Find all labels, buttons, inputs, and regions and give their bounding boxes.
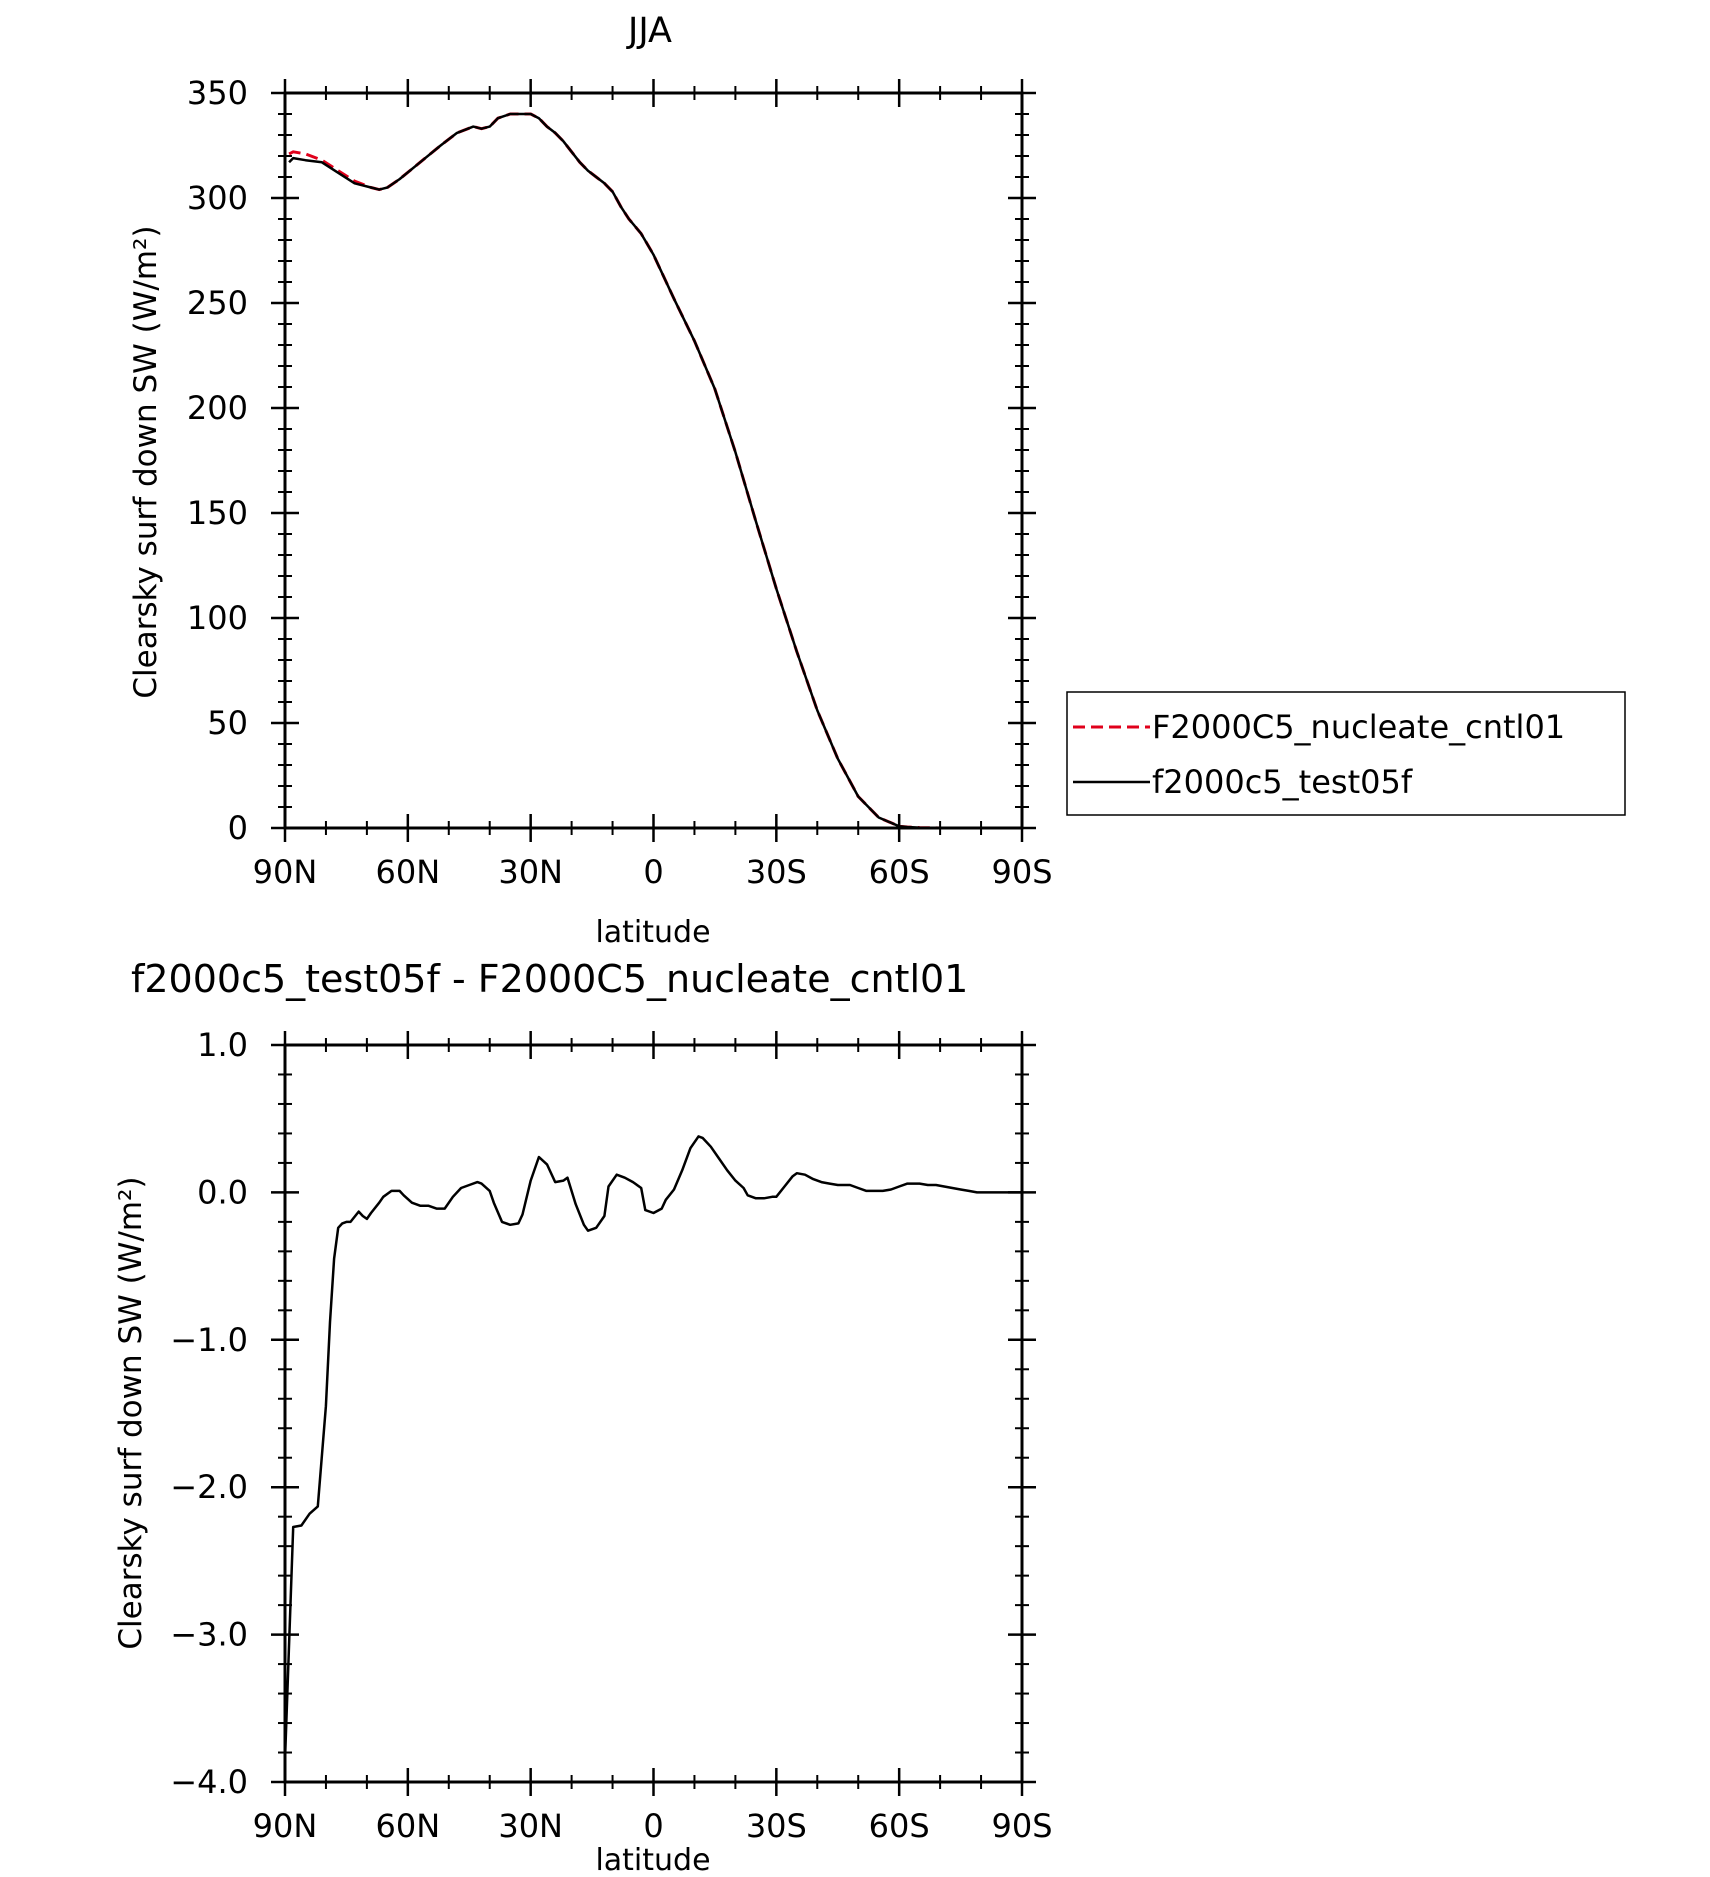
bottom-tick-labels: 90N 60N 30N 0 30S 60S 90S 1.0 0.0 −1.0 −2.0 −3.0 −4.…	[170, 1026, 1052, 1845]
y-tick-label: 1.0	[197, 1026, 248, 1064]
legend-box	[1066, 691, 1626, 816]
series-line-diff-0	[283, 1135, 1022, 1760]
x-tick-label: 60S	[869, 1807, 930, 1845]
x-tick-label: 60N	[376, 1807, 441, 1845]
bottom-plot-frame	[283, 1043, 1024, 1784]
x-tick-label: 30S	[746, 1807, 807, 1845]
series-line-f2000c5-nucleate-cntl01	[288, 112, 1022, 830]
top-chart-title: JJA	[626, 11, 672, 51]
top-plot-area	[288, 112, 1022, 830]
y-tick-label: 350	[187, 74, 248, 112]
y-tick-label: −3.0	[170, 1616, 248, 1654]
bottom-axis-ticks	[271, 1031, 1036, 1796]
series-line-f2000c5-test05f	[288, 112, 1022, 830]
x-tick-label: 60S	[869, 853, 930, 891]
x-tick-label: 90N	[253, 1807, 318, 1845]
legend: F2000C5_nucleate_cntl01 f2000c5_test05f	[1066, 691, 1626, 816]
x-tick-label: 30S	[746, 853, 807, 891]
top-axis-ticks	[271, 79, 1036, 842]
y-tick-label: 0.0	[197, 1173, 248, 1211]
x-tick-label: 90S	[991, 853, 1052, 891]
x-tick-label: 0	[643, 853, 663, 891]
x-tick-label: 90N	[253, 853, 318, 891]
bottom-panel: f2000c5_test05f - F2000C5_nucleate_cntl0…	[113, 957, 1053, 1877]
top-panel: JJA 90N 60N 30N 0 30S 60S 90S 0 50 100 150 200 250 30…	[128, 11, 1053, 950]
bottom-y-axis-label: Clearsky surf down SW (W/m²)	[113, 1176, 149, 1649]
y-tick-label: 100	[187, 599, 248, 637]
bottom-plot-area	[283, 1135, 1022, 1760]
y-tick-label: 150	[187, 494, 248, 532]
y-tick-label: −2.0	[170, 1468, 248, 1506]
legend-label-test05f: f2000c5_test05f	[1152, 763, 1413, 801]
x-tick-label: 0	[643, 1807, 663, 1845]
y-tick-label: 300	[187, 179, 248, 217]
y-tick-label: 250	[187, 284, 248, 322]
top-x-axis-label: latitude	[595, 915, 710, 950]
top-y-axis-label: Clearsky surf down SW (W/m²)	[128, 225, 164, 698]
y-tick-label: −4.0	[170, 1763, 248, 1801]
x-tick-label: 30N	[498, 1807, 563, 1845]
y-tick-label: 50	[207, 704, 248, 742]
x-tick-label: 90S	[991, 1807, 1052, 1845]
bottom-x-axis-label: latitude	[595, 1843, 710, 1877]
bottom-chart-title: f2000c5_test05f - F2000C5_nucleate_cntl0…	[131, 957, 968, 1001]
y-tick-label: 200	[187, 389, 248, 427]
legend-label-cntl01: F2000C5_nucleate_cntl01	[1152, 708, 1565, 746]
y-tick-label: 0	[228, 809, 248, 847]
top-plot-frame	[283, 91, 1024, 830]
top-tick-labels: 90N 60N 30N 0 30S 60S 90S 0 50 100 150 200 250 300 350	[187, 74, 1053, 891]
x-tick-label: 30N	[498, 853, 563, 891]
y-tick-label: −1.0	[170, 1321, 248, 1359]
x-tick-label: 60N	[376, 853, 441, 891]
